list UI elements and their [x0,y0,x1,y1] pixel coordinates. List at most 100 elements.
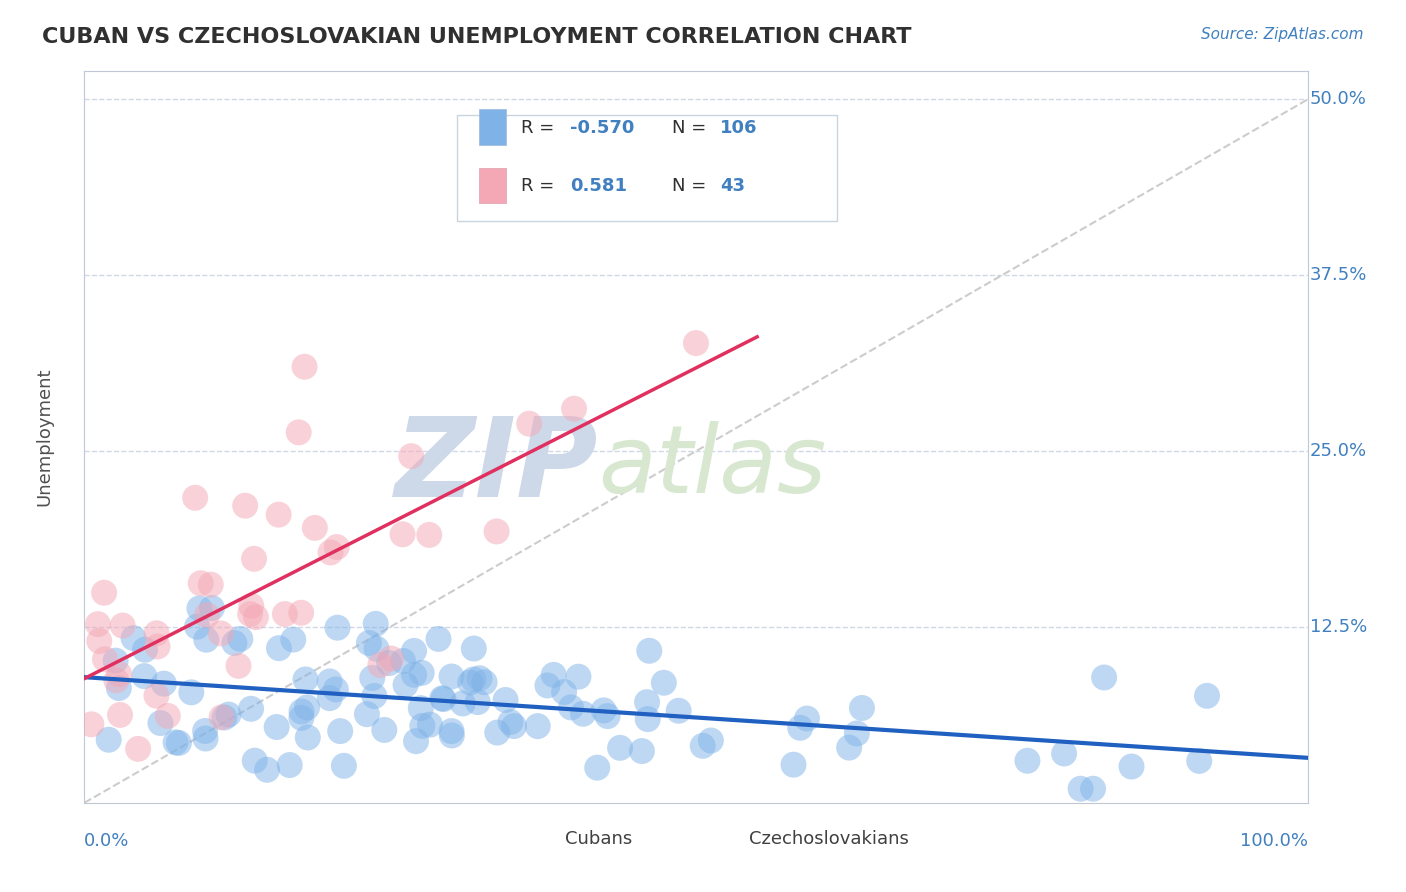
Point [93,585,115,599]
Point [224,636,246,650]
Point [499,715,522,730]
Point [357,636,380,650]
Text: Unemployment: Unemployment [35,368,53,507]
Point [329,724,352,739]
Point [229,632,252,646]
Text: 106: 106 [720,119,758,136]
Point [111,618,134,632]
Point [145,689,167,703]
Point [380,651,402,665]
Text: Source: ZipAtlas.com: Source: ZipAtlas.com [1201,27,1364,42]
Point [188,601,211,615]
Point [652,675,675,690]
Point [1070,781,1092,796]
Point [851,701,873,715]
FancyBboxPatch shape [479,110,506,145]
Point [108,681,131,695]
Point [167,736,190,750]
Point [609,740,631,755]
Point [333,759,356,773]
Point [283,632,305,647]
Point [294,673,316,687]
Point [134,669,156,683]
Point [104,654,127,668]
Point [80,717,103,731]
Point [218,707,240,722]
Point [409,701,432,715]
FancyBboxPatch shape [457,115,837,221]
Text: 37.5%: 37.5% [1310,267,1368,285]
Point [304,521,326,535]
Text: N =: N = [672,119,711,136]
Point [290,606,312,620]
Point [467,695,489,709]
Point [195,608,218,623]
Point [274,607,297,621]
Point [692,739,714,753]
Point [243,754,266,768]
Point [267,508,290,522]
Text: ZIP: ZIP [395,413,598,520]
Point [368,657,391,672]
Text: Cubans: Cubans [565,830,633,847]
Point [468,671,491,685]
Point [637,712,659,726]
Point [105,673,128,688]
Point [240,599,263,613]
Point [256,763,278,777]
Point [186,620,208,634]
Point [1092,670,1115,684]
Point [297,731,319,745]
Point [796,712,818,726]
Point [432,692,454,706]
Point [517,417,540,431]
Point [87,617,110,632]
Point [97,732,120,747]
Point [1081,781,1104,796]
Point [290,705,312,719]
Text: 0.0%: 0.0% [84,832,129,850]
Point [287,425,309,440]
Point [458,675,481,690]
Text: 12.5%: 12.5% [1310,618,1367,636]
Point [586,761,609,775]
Point [451,697,474,711]
Point [108,707,131,722]
Point [278,758,301,772]
Text: 25.0%: 25.0% [1310,442,1367,460]
Text: 50.0%: 50.0% [1310,90,1367,109]
Point [228,658,250,673]
Point [290,711,312,725]
Text: R =: R = [522,178,565,195]
Point [405,734,427,748]
Point [560,700,582,714]
Point [392,654,415,668]
Point [553,685,575,699]
Point [486,725,509,739]
Point [326,621,349,635]
Point [562,401,585,416]
Point [636,695,658,709]
Point [685,336,707,351]
Text: CUBAN VS CZECHOSLOVAKIAN UNEMPLOYMENT CORRELATION CHART: CUBAN VS CZECHOSLOVAKIAN UNEMPLOYMENT CO… [42,27,911,46]
Point [245,610,267,624]
FancyBboxPatch shape [479,168,506,203]
Point [631,744,654,758]
Point [267,641,290,656]
Point [356,707,378,722]
Point [427,632,450,646]
Point [233,499,256,513]
Point [440,729,463,743]
Point [567,670,589,684]
Text: 0.581: 0.581 [569,178,627,195]
FancyBboxPatch shape [524,825,551,853]
Point [209,626,232,640]
Point [122,631,145,645]
Point [402,644,425,658]
Point [180,685,202,699]
Point [592,703,614,717]
Text: 100.0%: 100.0% [1240,832,1308,850]
Point [378,656,401,670]
Point [700,733,723,747]
Point [391,527,413,541]
